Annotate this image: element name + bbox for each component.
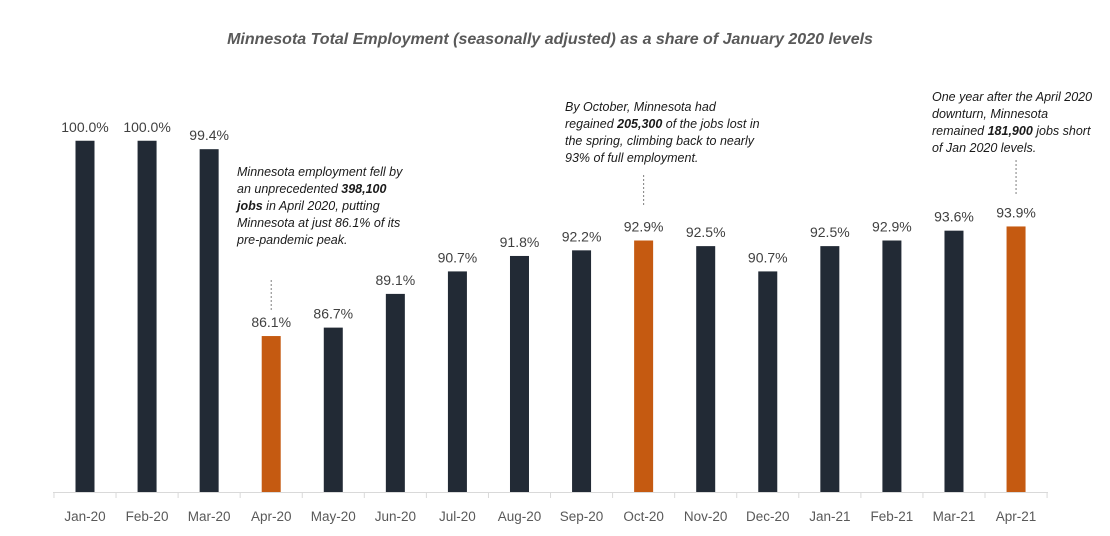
- bar-oct-20: [634, 240, 654, 492]
- bar-aug-20: [509, 255, 529, 492]
- x-tick-label-nov-20: Nov-20: [684, 509, 728, 524]
- bar-jan-20: [75, 140, 95, 492]
- bar-jun-20: [385, 293, 405, 492]
- data-label-nov-20: 92.5%: [686, 224, 726, 240]
- data-label-feb-20: 100.0%: [123, 119, 170, 135]
- data-label-apr-21: 93.9%: [996, 204, 1036, 220]
- x-tick-label-aug-20: Aug-20: [498, 509, 542, 524]
- annotation-apr-20: Minnesota employment fell by an unpreced…: [237, 165, 403, 247]
- data-label-jun-20: 89.1%: [375, 272, 415, 288]
- annotation-oct-20: By October, Minnesota had regained 205,3…: [565, 100, 760, 165]
- data-label-mar-20: 99.4%: [189, 127, 229, 143]
- data-label-dec-20: 90.7%: [748, 249, 788, 265]
- x-tick-label-apr-21: Apr-21: [996, 509, 1037, 524]
- x-tick-label-sep-20: Sep-20: [560, 509, 604, 524]
- data-label-apr-20: 86.1%: [251, 314, 291, 330]
- x-tick-label-jul-20: Jul-20: [439, 509, 476, 524]
- x-tick-label-jan-20: Jan-20: [64, 509, 105, 524]
- bar-apr-21: [1006, 226, 1026, 492]
- data-label-jul-20: 90.7%: [438, 249, 478, 265]
- x-tick-label-feb-20: Feb-20: [126, 509, 169, 524]
- x-tick-label-jan-21: Jan-21: [809, 509, 850, 524]
- data-label-mar-21: 93.6%: [934, 209, 974, 225]
- data-label-jan-21: 92.5%: [810, 224, 850, 240]
- bar-sep-20: [572, 250, 592, 492]
- bar-dec-20: [758, 271, 778, 492]
- bar-nov-20: [696, 246, 716, 492]
- x-tick-label-mar-20: Mar-20: [188, 509, 231, 524]
- data-label-feb-21: 92.9%: [872, 219, 912, 235]
- bar-jul-20: [447, 271, 467, 492]
- data-label-may-20: 86.7%: [313, 306, 353, 322]
- x-tick-label-apr-20: Apr-20: [251, 509, 292, 524]
- data-label-jan-20: 100.0%: [61, 119, 108, 135]
- annotation-apr-21: One year after the April 2020 downturn, …: [932, 90, 1093, 155]
- data-label-sep-20: 92.2%: [562, 228, 602, 244]
- x-tick-label-may-20: May-20: [311, 509, 356, 524]
- x-tick-label-dec-20: Dec-20: [746, 509, 790, 524]
- data-label-aug-20: 91.8%: [500, 234, 540, 250]
- bar-may-20: [323, 327, 343, 492]
- bar-feb-20: [137, 140, 157, 492]
- chart-title: Minnesota Total Employment (seasonally a…: [227, 31, 873, 48]
- bar-jan-21: [820, 246, 840, 492]
- bar-mar-20: [199, 149, 219, 492]
- bar-mar-21: [944, 230, 964, 493]
- x-tick-label-mar-21: Mar-21: [933, 509, 976, 524]
- bar-feb-21: [882, 240, 902, 492]
- bar-apr-20: [261, 336, 281, 492]
- x-tick-label-feb-21: Feb-21: [871, 509, 914, 524]
- x-tick-label-oct-20: Oct-20: [623, 509, 664, 524]
- data-label-oct-20: 92.9%: [624, 219, 664, 235]
- x-tick-label-jun-20: Jun-20: [375, 509, 416, 524]
